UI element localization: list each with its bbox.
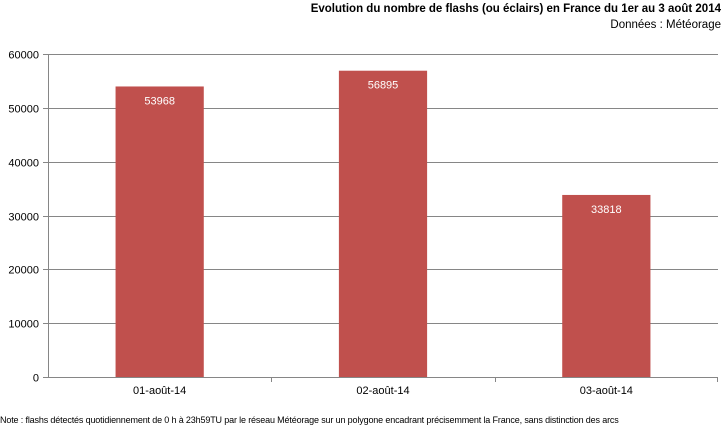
y-tick-label: 40000	[8, 158, 39, 170]
x-tick-label: 03-août-14	[580, 385, 633, 397]
chart-note: Note : flashs détectés quotidiennement d…	[0, 415, 619, 425]
chart-title: Evolution du nombre de flashs (ou éclair…	[310, 3, 721, 15]
y-tick-label: 60000	[8, 50, 39, 62]
data-label: 56895	[368, 80, 399, 92]
y-tick-label: 30000	[8, 212, 39, 224]
bar	[338, 70, 428, 378]
x-tick-label: 01-août-14	[133, 385, 186, 397]
data-label: 53968	[144, 95, 175, 107]
y-tick-label: 10000	[8, 319, 39, 331]
y-tick-label: 0	[33, 373, 39, 385]
y-tick-label: 20000	[8, 265, 39, 277]
chart-subtitle: Données : Météorage	[610, 19, 721, 31]
y-tick-label: 50000	[8, 104, 39, 116]
data-label: 33818	[591, 204, 622, 216]
x-tick-label: 02-août-14	[356, 385, 409, 397]
bar	[115, 86, 204, 378]
bar	[562, 194, 651, 377]
